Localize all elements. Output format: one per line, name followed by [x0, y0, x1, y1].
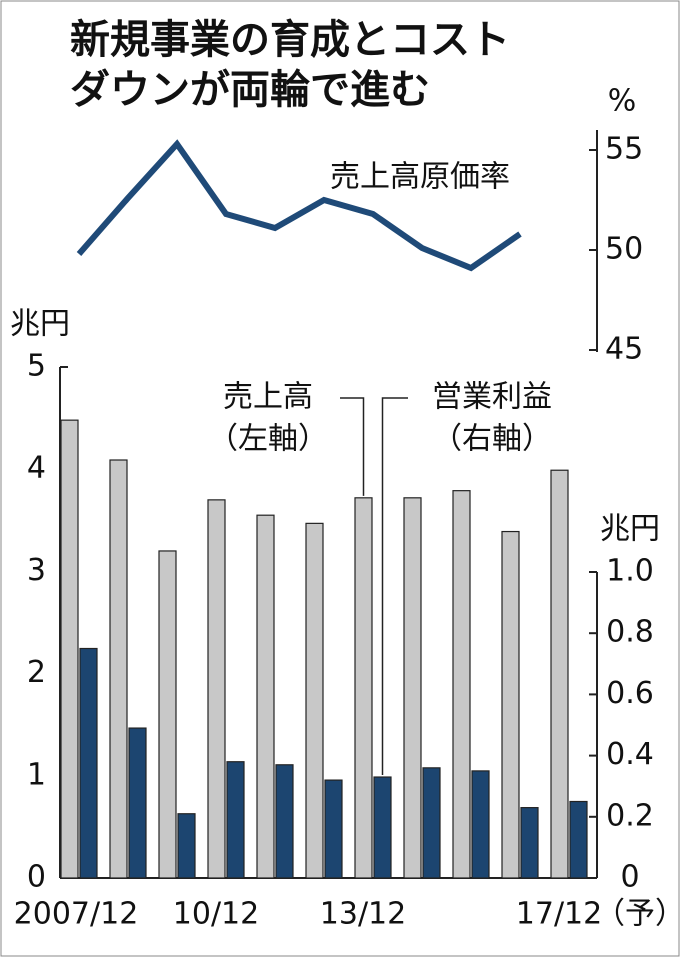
- bar: [207, 499, 226, 879]
- bar: [275, 764, 294, 879]
- chart-title: 新規事業の育成とコスト: [70, 17, 510, 63]
- y-tick-label: 55: [605, 132, 643, 167]
- bar: [422, 767, 441, 879]
- y-axis-unit: %: [608, 84, 637, 119]
- y-tick-label: 0: [27, 860, 46, 895]
- legend-label: 営業利益: [432, 380, 552, 415]
- y2-tick-label: 0.8: [606, 615, 654, 650]
- x-tick-label: 10/12: [173, 897, 259, 932]
- bar: [569, 800, 588, 879]
- bar: [226, 761, 245, 879]
- y-axis-unit: 兆円: [10, 307, 70, 342]
- bar: [550, 469, 569, 879]
- bar: [256, 514, 275, 879]
- chart-title: ダウンが両輪で進む: [70, 67, 430, 113]
- y-tick-label: 45: [605, 332, 643, 367]
- bar: [403, 497, 422, 879]
- y2-tick-label: 0.6: [606, 676, 654, 711]
- forecast-label: （予）: [595, 897, 680, 932]
- bar: [109, 459, 128, 879]
- y-tick-label: 50: [605, 232, 643, 267]
- y-tick-label: 1: [27, 757, 46, 792]
- bar: [501, 530, 520, 879]
- y2-axis-unit: 兆円: [600, 512, 660, 547]
- leader-line: [381, 397, 408, 776]
- x-tick-label: 17/12: [516, 897, 602, 932]
- legend-note: （左軸）: [208, 422, 328, 457]
- y-tick-label: 5: [27, 349, 46, 384]
- bar: [128, 727, 147, 879]
- y2-tick-label: 1.0: [606, 554, 654, 589]
- bar: [452, 490, 471, 879]
- y2-tick-label: 0: [620, 860, 639, 895]
- x-tick-label: 2007/12: [14, 897, 139, 932]
- bar: [324, 779, 343, 879]
- legend-note: （右軸）: [432, 422, 552, 457]
- x-tick-label: 13/12: [320, 897, 406, 932]
- bar: [177, 813, 196, 879]
- y2-tick-label: 0.4: [606, 737, 654, 772]
- bar: [60, 419, 79, 879]
- bar: [354, 497, 373, 879]
- bar: [158, 550, 177, 879]
- line-series: [76, 139, 522, 272]
- y2-tick-label: 0.2: [606, 798, 654, 833]
- y-tick-label: 3: [27, 553, 46, 588]
- leader-line: [340, 397, 365, 496]
- bar: [471, 770, 490, 879]
- bar: [373, 776, 392, 879]
- y-tick-label: 2: [27, 655, 46, 690]
- series-label: 売上高原価率: [330, 160, 510, 195]
- y-tick-label: 4: [27, 451, 46, 486]
- bar: [520, 807, 539, 879]
- bar: [305, 522, 324, 879]
- legend-label: 売上高: [223, 380, 313, 415]
- bar: [79, 647, 98, 879]
